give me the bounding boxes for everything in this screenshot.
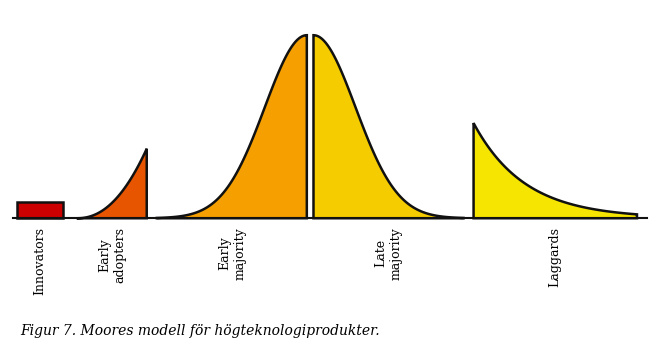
Polygon shape — [474, 123, 637, 218]
Polygon shape — [157, 35, 307, 218]
Text: Early
majority: Early majority — [218, 227, 246, 280]
Text: Late
majority: Late majority — [374, 227, 402, 280]
Text: Early
adopters: Early adopters — [98, 227, 126, 283]
Text: Figur 7. Moores modell för högteknologiprodukter.: Figur 7. Moores modell för högteknologip… — [20, 324, 380, 338]
Text: Innovators: Innovators — [33, 227, 47, 295]
Polygon shape — [77, 149, 147, 218]
Polygon shape — [17, 202, 63, 218]
Text: Laggards: Laggards — [548, 227, 562, 287]
Polygon shape — [313, 35, 464, 218]
